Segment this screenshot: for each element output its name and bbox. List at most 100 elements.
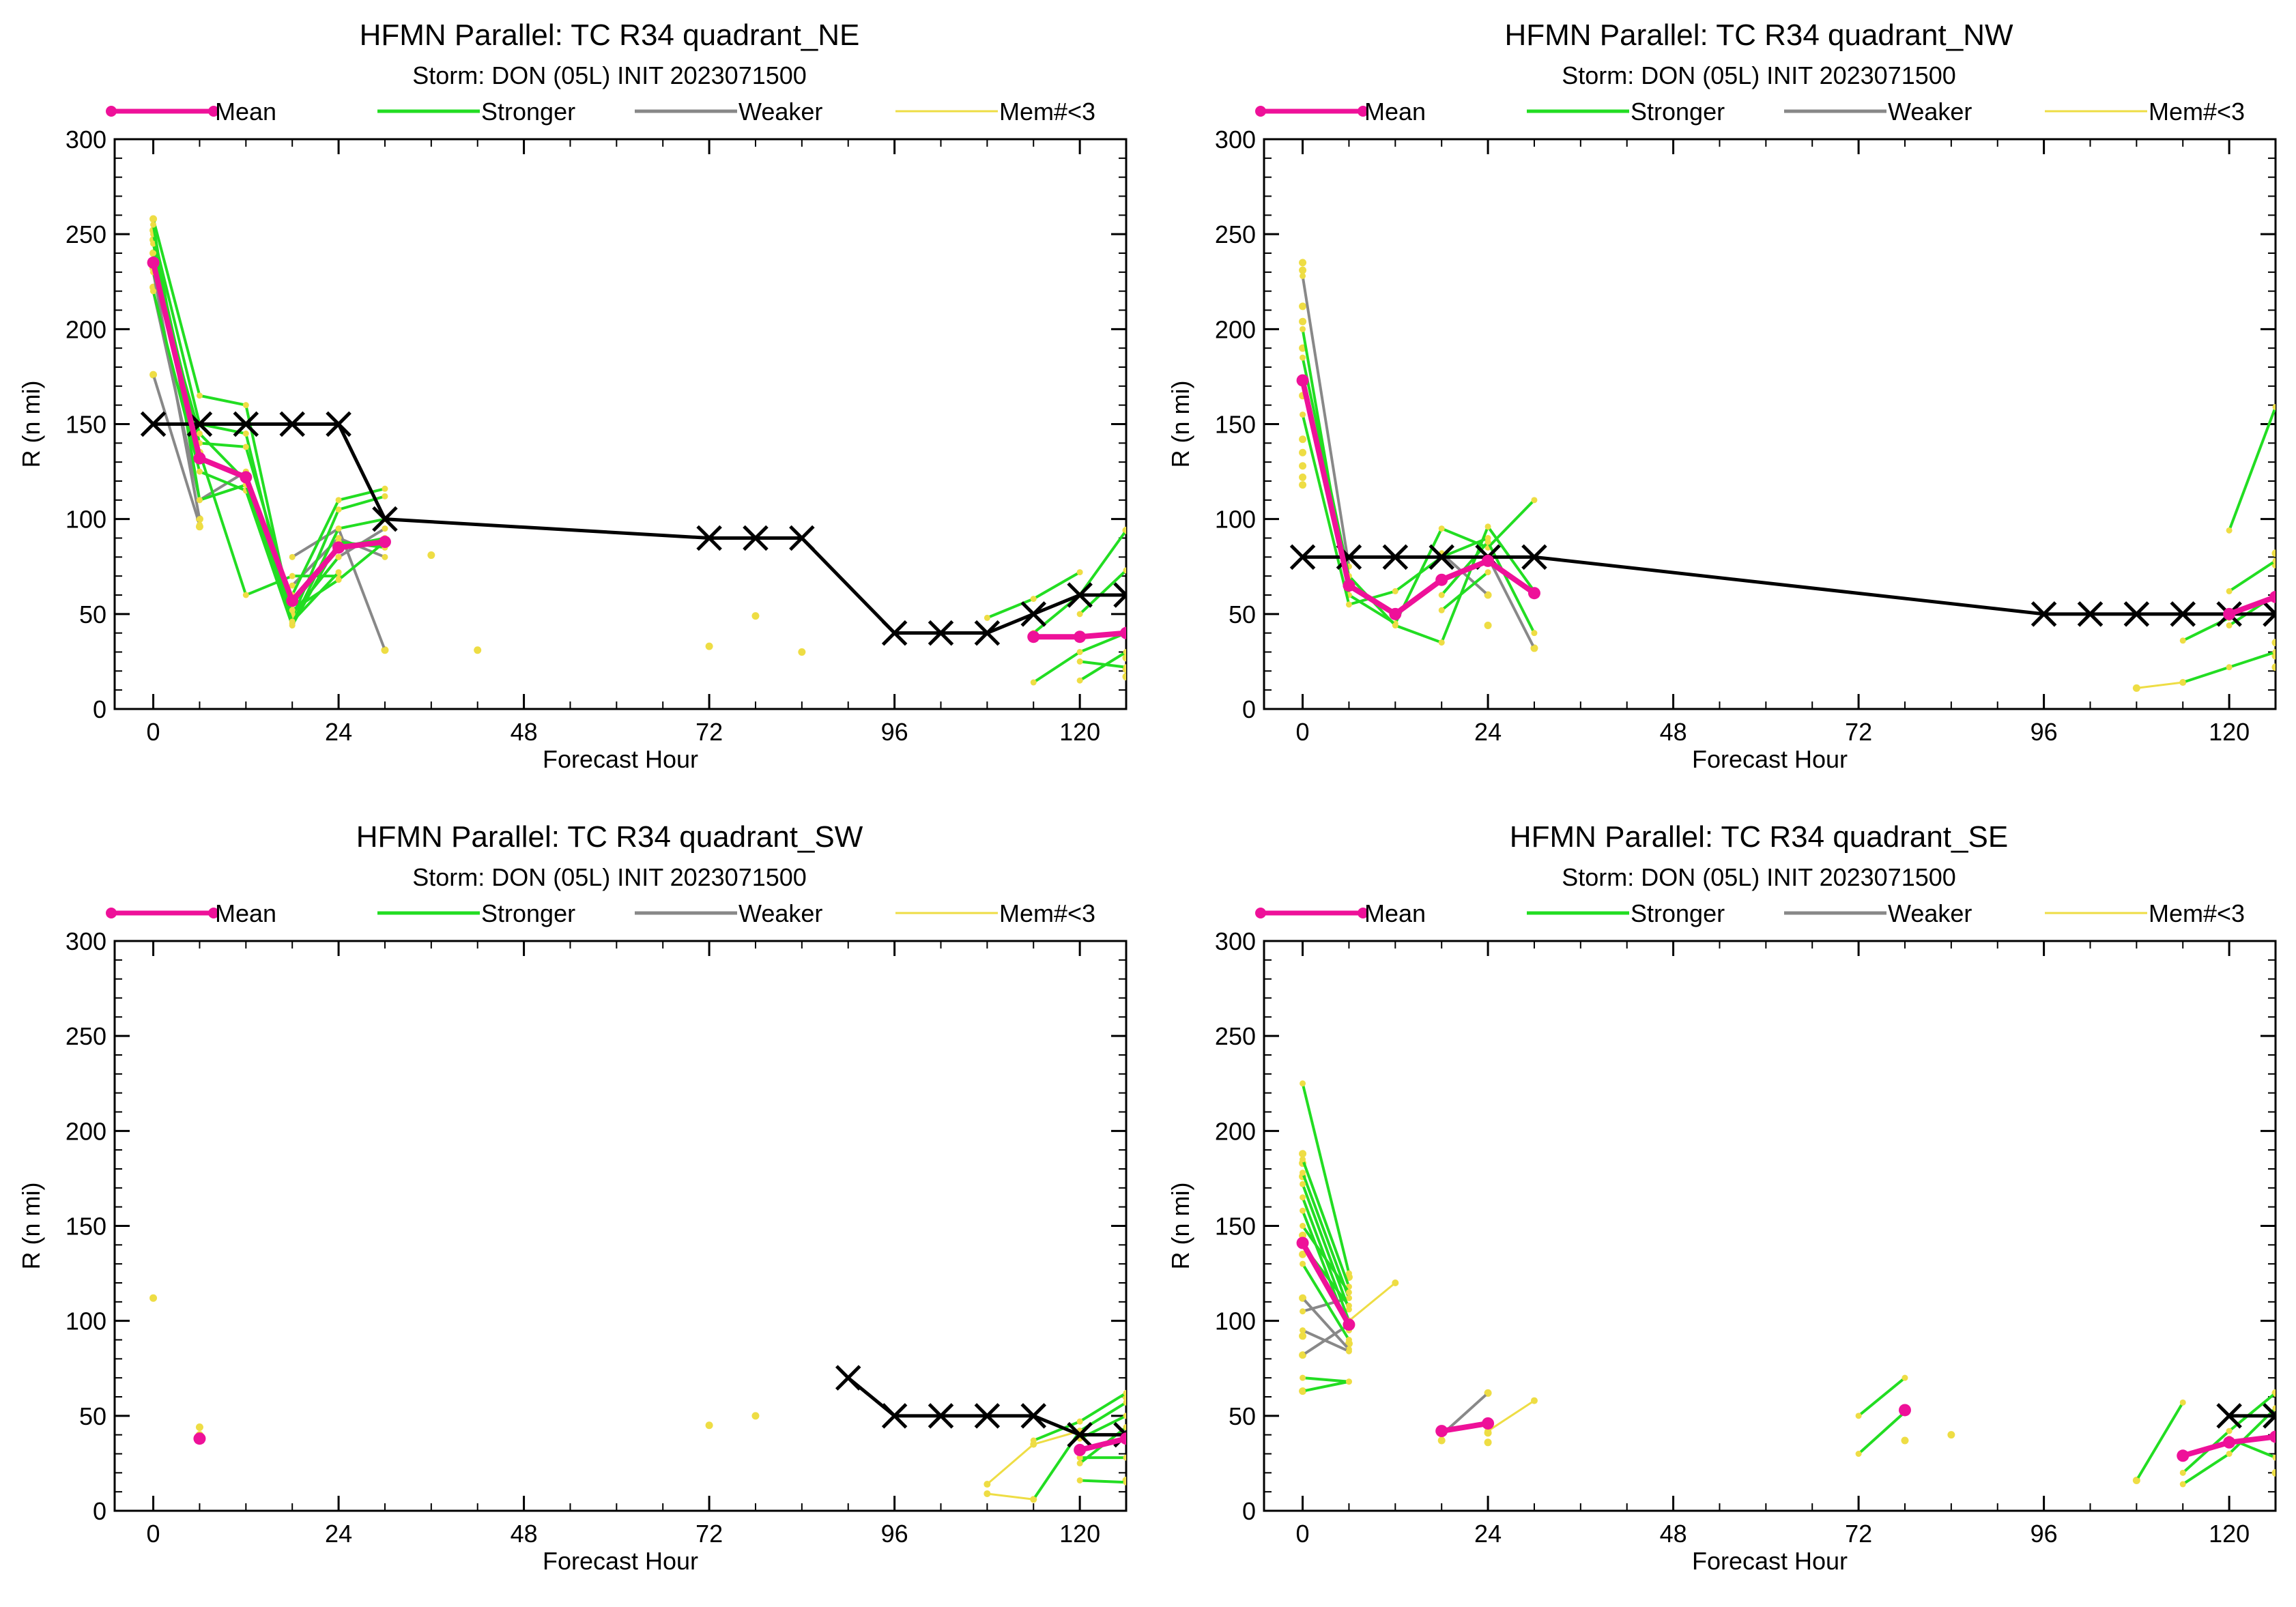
official-marker-stroke (2030, 601, 2057, 627)
mem-lt3-point (2132, 684, 2140, 692)
official-forecast-marker (1067, 582, 1093, 608)
legend-label-2: Weaker (1888, 98, 1972, 126)
legend-label-0: Mean (215, 899, 276, 927)
mean-point (147, 256, 160, 269)
official-marker-stroke (928, 620, 954, 646)
stronger-member-point (2179, 1469, 2186, 1476)
y-axis-label: R (n mi) (17, 1183, 45, 1270)
stronger-member-line (1857, 1410, 1906, 1455)
mem-lt3-point (2271, 639, 2276, 647)
y-tick-label: 150 (66, 1213, 106, 1241)
mean-point (1389, 607, 1402, 620)
stronger-member-point (150, 288, 157, 295)
stronger-member-point (1438, 592, 1445, 598)
official-marker-stroke (789, 525, 815, 551)
official-forecast-marker (1020, 1403, 1047, 1429)
stronger-member-point (1300, 1194, 1306, 1201)
plot-area (149, 1294, 1126, 1503)
stronger-member-point (1123, 1399, 1126, 1406)
legend-item-2: Weaker (1784, 899, 1972, 927)
stronger-member-line (152, 291, 386, 629)
stronger-member-point (1300, 1181, 1306, 1187)
stronger-member-line (1301, 1172, 1351, 1299)
legend-item-0: Mean (106, 899, 276, 927)
stronger-member-point (242, 430, 249, 437)
weaker-member-point (1531, 645, 1538, 652)
y-tick-label: 100 (66, 1307, 106, 1335)
plot-frame (1263, 940, 2277, 1512)
official-marker-stroke (233, 411, 259, 437)
mean-point (1482, 554, 1495, 567)
x-tick-label: 96 (2030, 1520, 2058, 1548)
y-tick-label: 0 (1242, 1497, 1256, 1525)
stronger-member-point (1030, 596, 1037, 603)
legend-mean-marker (1255, 106, 1266, 117)
x-tick-label: 0 (147, 718, 160, 746)
mem-lt3-line (2136, 681, 2183, 689)
y-tick-label: 200 (1215, 315, 1256, 343)
stronger-member-point (1076, 649, 1083, 655)
stronger-member-line (1440, 571, 1489, 611)
y-tick-label: 100 (66, 506, 106, 534)
mem-lt3-point (705, 1421, 713, 1430)
official-forecast-marker (1020, 601, 1047, 627)
weaker-member-point (289, 582, 296, 589)
legend-label-0: Mean (1364, 98, 1426, 126)
official-marker-stroke (1113, 592, 1126, 608)
stronger-member-point (2272, 403, 2276, 410)
legend-item-3: Mem#<3 (2045, 98, 2245, 126)
x-axis-label: Forecast Hour (543, 1547, 698, 1575)
mem-lt3-point (1947, 1431, 1955, 1439)
stronger-member-point (1123, 1479, 1126, 1486)
official-forecast-marker (1289, 544, 1316, 570)
y-tick-label: 100 (1215, 506, 1256, 534)
stronger-member-point (2272, 649, 2276, 655)
mem-lt3-point (1299, 302, 1307, 310)
official-marker-stroke (2077, 601, 2104, 627)
chart-panel-1: HFMN Parallel: TC R34 quadrant_NW Storm: … (1166, 18, 2277, 773)
official-forecast-marker (881, 1403, 908, 1429)
stronger-member-point (1300, 411, 1306, 418)
chart-subtitle: Storm: DON (05L) INIT 2023071500 (1562, 61, 1956, 89)
x-tick-label: 120 (2209, 718, 2250, 746)
stronger-member-line (1301, 1083, 1351, 1274)
mean-line (1441, 1421, 1489, 1434)
weaker-member-point (289, 553, 296, 560)
mem-lt3-point (427, 551, 435, 560)
mean-point (378, 536, 391, 549)
official-marker-stroke (974, 1403, 1001, 1429)
legend-item-2: Weaker (1784, 98, 1972, 126)
stronger-member-point (150, 240, 157, 247)
stronger-member-point (196, 430, 203, 437)
mem-lt3-point (1299, 1150, 1307, 1158)
mean-line (150, 261, 386, 604)
mem-lt3-point (1299, 448, 1307, 457)
official-forecast-marker (279, 411, 305, 437)
stronger-member-point (1300, 1260, 1306, 1267)
legend-label-2: Weaker (1888, 899, 1972, 927)
official-marker-stroke (974, 620, 1001, 646)
weaker-member-line (1302, 1297, 1350, 1350)
official-forecast-marker (1382, 544, 1409, 570)
stronger-member-point (1076, 1460, 1083, 1466)
stronger-member-point (2226, 622, 2233, 629)
y-axis-label: R (n mi) (1166, 381, 1194, 468)
chart-subtitle: Storm: DON (05L) INIT 2023071500 (412, 863, 807, 891)
stronger-member-point (335, 497, 342, 504)
legend-item-0: Mean (1255, 899, 1426, 927)
y-tick-label: 50 (79, 1402, 106, 1430)
stronger-member-point (1300, 1374, 1306, 1381)
official-forecast-marker (928, 1403, 954, 1429)
weaker-member-point (1300, 1294, 1306, 1301)
official-forecast-marker (2123, 601, 2150, 627)
official-marker-stroke (2216, 1403, 2242, 1429)
y-tick-label: 50 (1229, 600, 1256, 628)
mean-point (286, 594, 299, 607)
stronger-member-point (150, 221, 157, 228)
y-tick-label: 200 (1215, 1117, 1256, 1145)
mean-line (1079, 1436, 1126, 1453)
chart-panel-2: HFMN Parallel: TC R34 quadrant_SW Storm: … (17, 820, 1128, 1575)
y-tick-label: 50 (1229, 1402, 1256, 1430)
legend-item-0: Mean (106, 98, 276, 126)
legend-item-2: Weaker (635, 98, 822, 126)
